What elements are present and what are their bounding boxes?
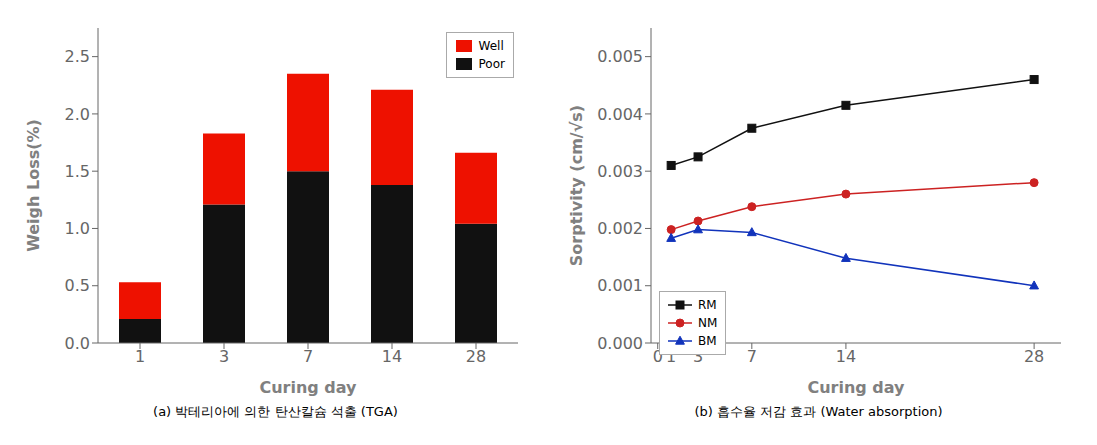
svg-text:Curing day: Curing day <box>259 378 357 397</box>
svg-text:2.0: 2.0 <box>65 105 90 124</box>
svg-text:0.0: 0.0 <box>65 334 90 353</box>
svg-text:28: 28 <box>466 347 486 366</box>
html-text:0 1: 0 1 <box>652 347 677 367</box>
svg-text:0.003: 0.003 <box>597 162 643 181</box>
svg-text:0.001: 0.001 <box>597 276 643 295</box>
svg-text:0.004: 0.004 <box>597 105 643 124</box>
svg-text:0.002: 0.002 <box>597 219 643 238</box>
html-text:(b) 흡수율 저감 효과 (Water absorptio: (b) 흡수율 저감 효과 (Water absorption) <box>694 404 943 419</box>
svg-text:0.5: 0.5 <box>65 276 90 295</box>
svg-text:2.5: 2.5 <box>65 47 90 66</box>
svg-text:Sorptivity (cm/√s): Sorptivity (cm/√s) <box>567 105 586 266</box>
svg-text:Curing day: Curing day <box>807 378 905 397</box>
svg-text:0.005: 0.005 <box>597 47 643 66</box>
svg-text:0.000: 0.000 <box>597 334 643 353</box>
svg-text:1.0: 1.0 <box>65 219 90 238</box>
html-text:(a) 박테리아에 의한 탄산칼슘 석출 (TGA): (a) 박테리아에 의한 탄산칼슘 석출 (TGA) <box>153 404 398 419</box>
svg-text:7: 7 <box>303 347 313 366</box>
svg-text:14: 14 <box>836 347 856 366</box>
html-text:RM: RM <box>698 298 717 312</box>
svg-text:14: 14 <box>382 347 402 366</box>
svg-text:1: 1 <box>135 347 145 366</box>
html-text:NM: NM <box>698 316 718 330</box>
svg-text:Weigh Loss(%): Weigh Loss(%) <box>24 119 43 252</box>
svg-text:28: 28 <box>1024 347 1044 366</box>
html-text:Poor: Poor <box>478 57 505 71</box>
html-text:BM: BM <box>698 334 717 348</box>
svg-text:3: 3 <box>219 347 229 366</box>
svg-text:7: 7 <box>747 347 757 366</box>
html-text:Well: Well <box>478 39 504 53</box>
svg-text:1.5: 1.5 <box>65 162 90 181</box>
svg-text:3: 3 <box>693 347 704 367</box>
